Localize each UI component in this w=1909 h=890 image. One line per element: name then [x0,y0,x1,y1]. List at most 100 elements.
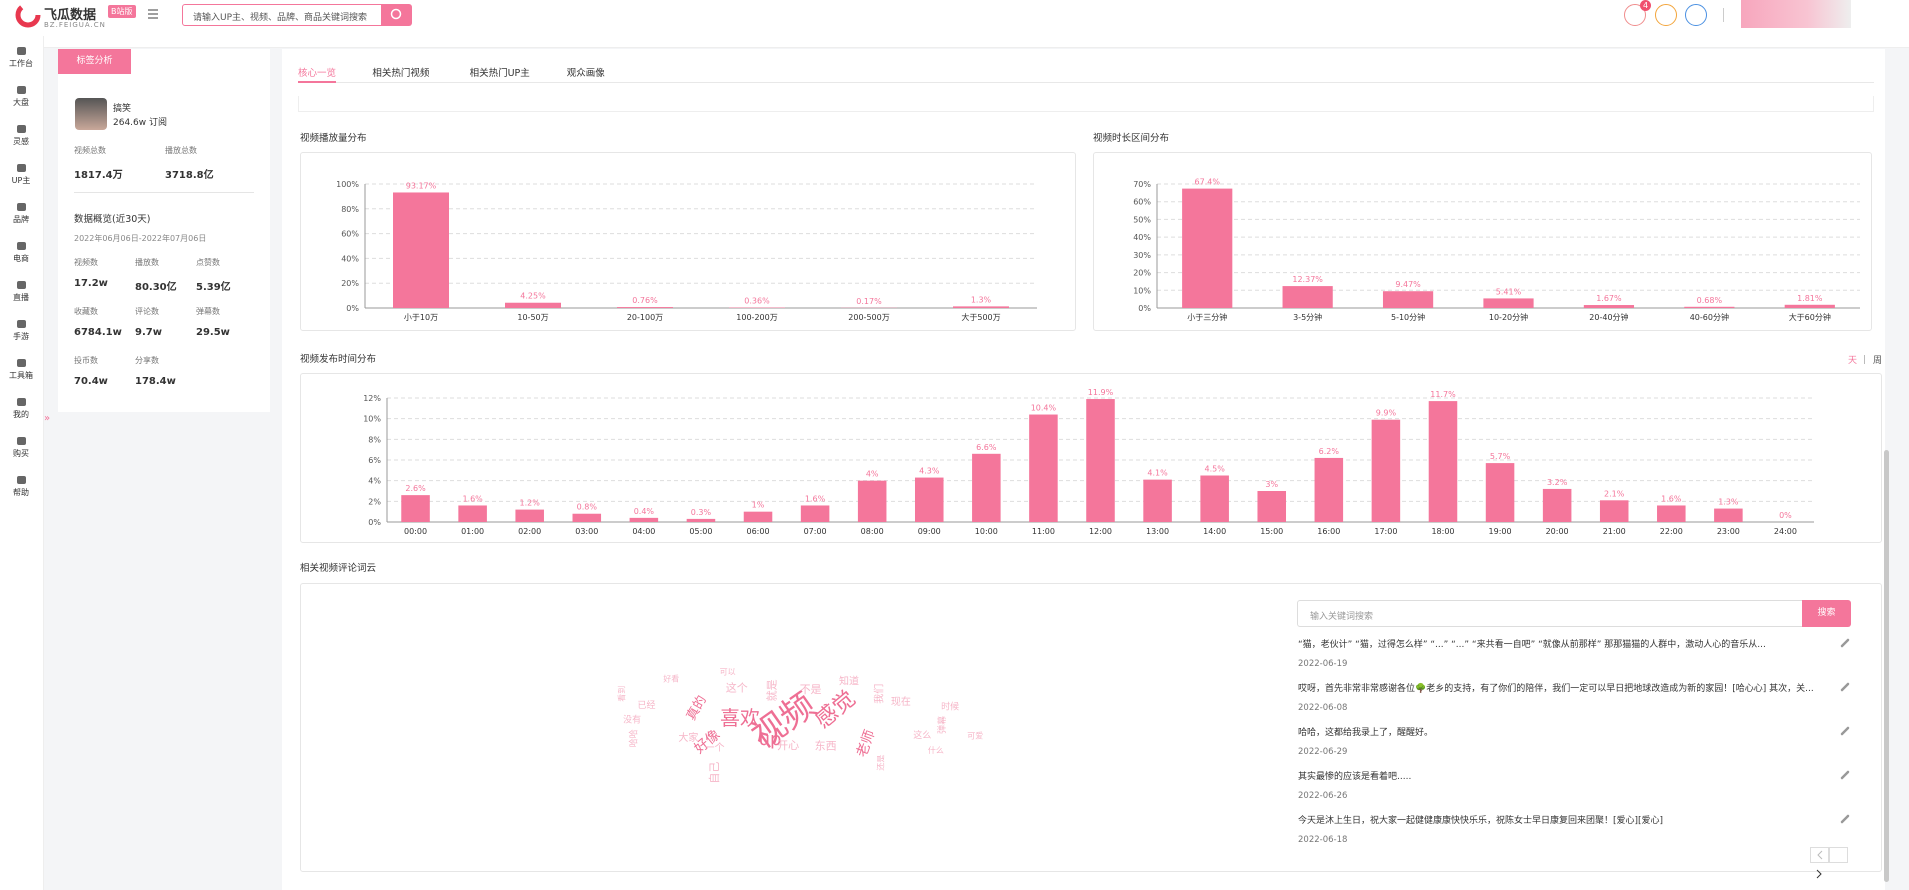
metric-label: 播放数 [135,258,159,267]
tab[interactable]: 相关热门视频 [372,68,430,79]
metric-label: 分享数 [135,356,159,365]
header-icon[interactable] [1685,4,1707,26]
header-icon[interactable] [1624,4,1646,26]
nav-icon[interactable] [17,359,26,367]
nav-icon[interactable] [17,398,26,406]
nav-icon[interactable] [17,281,26,289]
tab[interactable]: 核心一览 [298,68,337,79]
search-input[interactable]: 请输入UP主、视频、品牌、商品关键词搜索 [182,4,382,26]
chart-box [300,152,1076,331]
nav-item[interactable]: 手游 [13,332,29,341]
stat-value: 3718.8亿 [165,170,214,181]
nav-icon[interactable] [17,203,26,211]
comment-search[interactable]: 输入关键词搜索 [1297,600,1803,627]
chart-box [1093,152,1872,331]
toggle-option[interactable]: 天 [1848,356,1858,366]
collapsed-panel [298,96,1874,112]
page-next[interactable] [1829,847,1848,863]
comment-text: “猫，老伙计” “猫，过得怎么样” “...” “...” “来共看一自吧” “… [1298,640,1766,650]
nav-icon[interactable] [17,86,26,94]
search-button[interactable] [381,4,412,26]
nav-item[interactable]: 购买 [13,449,29,458]
comment-search-button[interactable]: 搜索 [1802,600,1851,627]
metric-label: 投币数 [74,356,98,365]
nav-item[interactable]: 工具箱 [9,371,33,380]
nav-item[interactable]: UP主 [11,176,31,185]
metric-value: 70.4w [74,376,108,387]
nav-item[interactable]: 我的 [13,410,29,419]
wordcloud-box [300,583,1882,872]
comment-text: 哈哈，这都给我录上了，醒醒好。 [1298,728,1434,738]
date-range: 2022年06月06日-2022年07月06日 [74,234,207,243]
metric-value: 9.7w [135,327,162,338]
metric-value: 178.4w [135,376,176,387]
nav-icon[interactable] [17,320,26,328]
toggle-sep [1864,355,1865,364]
metric-value: 29.5w [196,327,230,338]
header-icon[interactable] [1655,4,1677,26]
overview-title: 数据概览(近30天) [74,214,151,225]
nav-icon[interactable] [17,164,26,172]
profile-subscribers: 264.6w 订阅 [113,118,167,128]
main-panel [282,49,1885,890]
comment-date: 2022-06-08 [1298,703,1348,713]
tab[interactable]: 相关热门UP主 [469,68,530,79]
metric-value: 5.39亿 [196,282,231,293]
metric-value: 17.2w [74,278,108,289]
expand-arrow[interactable]: » [44,413,51,424]
tag-button[interactable]: 标签分析 [58,49,131,74]
comment-text: 今天是沐上生日，祝大家一起健健康康快快乐乐，祝陈女士早日康复回来团聚！[爱心][… [1298,816,1664,826]
chart-box [300,373,1882,543]
chart-title: 视频播放量分布 [300,133,367,144]
stat-label: 视频总数 [74,146,106,155]
nav-item[interactable]: 大盘 [13,98,29,107]
stat-label: 播放总数 [165,146,197,155]
nav-icon[interactable] [17,437,26,445]
wordcloud-title: 相关视频评论词云 [300,563,377,574]
profile-card: 标签分析搞笑 264.6w 订阅视频总数 1817.4万 播放总数 3718.8亿数据概… [58,49,270,412]
divider [1723,8,1724,22]
chart-title: 视频发布时间分布 [300,354,377,365]
nav-icon[interactable] [17,125,26,133]
tab[interactable]: 观众画像 [566,68,605,79]
comment-date: 2022-06-29 [1298,747,1348,757]
metric-value: 80.30亿 [135,282,177,293]
chart-title: 视频时长区间分布 [1093,133,1170,144]
comment-date: 2022-06-26 [1298,791,1348,801]
nav-item[interactable]: 帮助 [13,488,29,497]
nav-item[interactable]: 电商 [13,254,29,263]
metric-label: 评论数 [135,307,159,316]
metric-value: 6784.1w [74,327,122,338]
nav-icon[interactable] [17,476,26,484]
toggle-option[interactable]: 周 [1873,356,1883,366]
metric-label: 收藏数 [74,307,98,316]
tabs-underline [298,82,1874,83]
avatar [75,98,107,130]
comment-date: 2022-06-18 [1298,835,1348,845]
nav-item[interactable]: 灵感 [13,137,29,146]
nav-icon[interactable] [17,242,26,250]
stat-value: 1817.4万 [74,170,123,181]
metric-label: 点赞数 [196,258,220,267]
metric-label: 弹幕数 [196,307,220,316]
comment-date: 2022-06-19 [1298,659,1348,669]
sidebar [0,36,44,890]
divider [74,192,254,193]
nav-item[interactable]: 工作台 [9,59,33,68]
notify-badge: 4 [1640,0,1651,11]
comment-text: 其实最惨的应该是看着吧..... [1298,772,1412,782]
logo-url: BZ.FEIGUA.CN [44,21,106,29]
page-prev[interactable] [1810,847,1829,863]
logo-badge: B站版 [108,5,136,18]
nav-item[interactable]: 直播 [13,293,29,302]
user-avatar-blurred [1741,0,1851,28]
scrollbar [1884,450,1889,882]
tab-active-line [298,81,336,83]
nav-icon[interactable] [17,47,26,55]
metric-label: 视频数 [74,258,98,267]
logo-name: 飞瓜数据 [44,8,97,23]
profile-name: 搞笑 [113,104,132,114]
nav-item[interactable]: 品牌 [13,215,29,224]
